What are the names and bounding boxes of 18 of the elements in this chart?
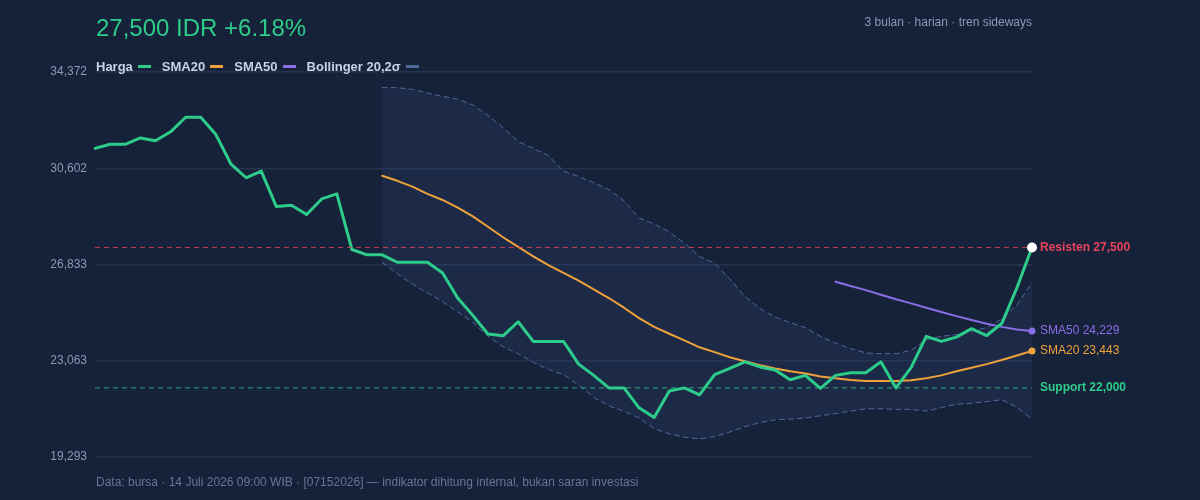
legend-label: Harga <box>96 59 133 74</box>
ref-line-label: Resisten 27,500 <box>1040 239 1131 254</box>
chart-title: 27,500 IDR +6.18% <box>96 14 307 42</box>
legend-label: SMA50 <box>234 59 278 74</box>
text: Data: bursa · 14 Juli 2026 09:00 WIB · [07152026] — indikator dihitung internal, bukan saran investasi <box>96 475 639 489</box>
line-series <box>381 262 1033 440</box>
chart-subtitle: 3 bulan · harian · tren sideways <box>864 15 1032 29</box>
y-tick-label: 23,063 <box>50 353 88 368</box>
text: SMA50 24,229 <box>1040 323 1120 338</box>
y-tick-label: 34,372 <box>50 64 88 79</box>
line-series <box>381 87 1033 355</box>
text: SMA20 23,443 <box>1040 343 1120 358</box>
y-tick-label: 19,293 <box>50 449 88 464</box>
y-tick-label: 26,833 <box>50 256 88 271</box>
y-tick-label: 30,602 <box>50 160 88 175</box>
legend-label: SMA20 <box>161 59 206 74</box>
ref-line-label: Support 22,000 <box>1040 380 1127 395</box>
legend-label: Bollinger 20,2σ <box>306 59 401 74</box>
